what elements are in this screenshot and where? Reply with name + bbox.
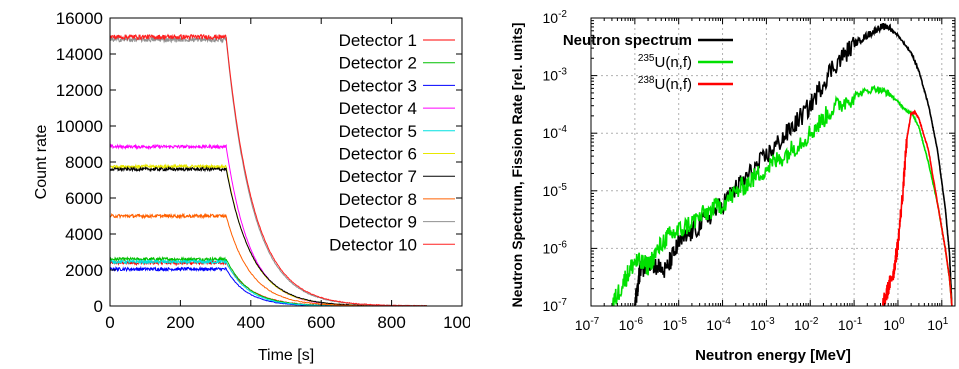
x-tick-label: 10-3 (750, 316, 775, 333)
y-tick-label: 0 (94, 297, 103, 316)
y-tick-label: 4000 (65, 225, 103, 244)
legend: Neutron spectrum 235U(n,f) 238U(n,f) (563, 32, 733, 93)
y-tick-label: 10000 (56, 117, 103, 136)
y-tick-label: 10-5 (543, 182, 568, 199)
y-tick-label: 10-7 (543, 297, 568, 314)
series-group (611, 23, 953, 306)
legend-label: Detector 7 (339, 167, 417, 186)
neutron-spectrum-chart: 10-7 10-6 10-5 10-4 10-3 10-2 10-1 100 101 10-7 10… (509, 9, 956, 364)
legend-label: Neutron spectrum (563, 32, 692, 49)
legend-label: Detector 3 (339, 76, 417, 95)
legend-label: Detector 2 (339, 54, 417, 73)
x-tick-label: 10-1 (838, 316, 863, 333)
legend-label: Detector 6 (339, 145, 417, 164)
x-tick-label: 10-2 (794, 316, 819, 333)
x-tick-label: 101 (927, 316, 949, 333)
series-line-7 (109, 165, 427, 307)
series-line-2 (611, 84, 953, 306)
x-tick-label: 800 (377, 313, 405, 332)
legend-label: Detector 1 (339, 31, 417, 50)
y-axis-label: Neutron Spectrum, Fission Rate [rel. uni… (509, 23, 525, 308)
x-tick-label: 0 (105, 313, 114, 332)
legend: Detector 1 Detector 2 Detector 3 Detector 4… (329, 31, 455, 254)
y-tick-label: 16000 (56, 9, 103, 28)
legend-label: Detector 10 (329, 235, 417, 254)
legend-label: 235U(n,f) (638, 53, 692, 71)
y-tick-label: 12000 (56, 81, 103, 100)
x-tick-label: 400 (237, 313, 265, 332)
legend-label: 238U(n,f) (638, 75, 692, 93)
y-tick-label: 10-2 (543, 9, 568, 26)
y-axis-label: Count rate (33, 125, 50, 200)
x-tick-label: 10-4 (706, 316, 731, 333)
x-tick-label: 200 (166, 313, 194, 332)
y-tick-label: 10-6 (543, 239, 568, 256)
x-tick-label: 100 (883, 316, 905, 333)
legend-label: Detector 4 (339, 99, 417, 118)
y-tick-label: 14000 (56, 45, 103, 64)
x-tick-label: 10-5 (662, 316, 687, 333)
x-axis-label: Neutron energy [MeV] (695, 347, 851, 364)
x-tick-label: 10-6 (619, 316, 644, 333)
x-tick-label: 10-7 (575, 316, 600, 333)
y-tick-label: 8000 (65, 153, 103, 172)
x-axis-label: Time [s] (258, 347, 314, 364)
x-tick-label: 1000 (443, 313, 470, 332)
y-tick-label: 6000 (65, 189, 103, 208)
series-line-2 (109, 255, 427, 307)
x-tick-label: 600 (307, 313, 335, 332)
series-line-10 (109, 33, 427, 307)
count-rate-chart: 0 2000 4000 6000 8000 10000 12000 14000 16000 0 20… (33, 9, 470, 364)
y-tick-label: 10-3 (543, 67, 568, 84)
legend-label: Detector 9 (339, 213, 417, 232)
plot-frame (590, 17, 956, 307)
series-line-5 (109, 258, 427, 307)
legend-label: Detector 8 (339, 190, 417, 209)
grid (591, 18, 955, 306)
series-group (109, 33, 427, 307)
series-line-3 (109, 265, 427, 307)
y-tick-label: 10-4 (543, 124, 568, 141)
y-tick-label: 2000 (65, 261, 103, 280)
series-line-1 (634, 23, 953, 306)
series-line-3 (881, 109, 953, 306)
legend-label: Detector 5 (339, 122, 417, 141)
